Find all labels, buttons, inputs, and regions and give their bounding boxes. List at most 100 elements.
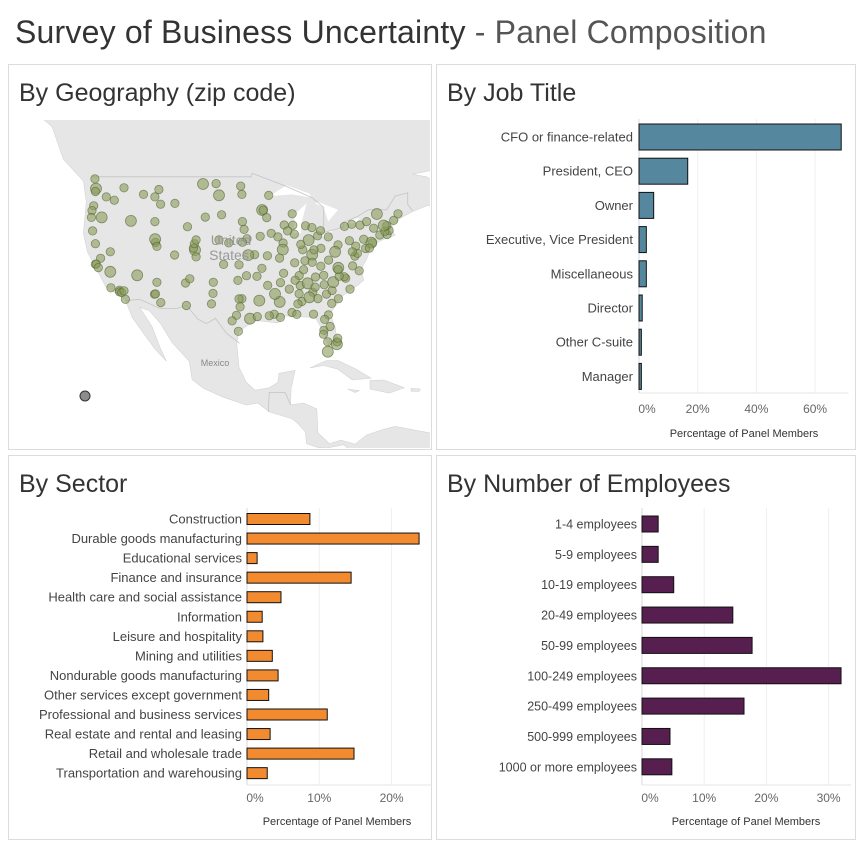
map-point[interactable] <box>233 275 243 285</box>
map-point[interactable] <box>237 237 247 247</box>
map-point[interactable] <box>235 302 245 312</box>
map-point[interactable] <box>292 309 302 319</box>
bar[interactable] <box>246 767 268 780</box>
map-point[interactable] <box>224 238 234 248</box>
bar[interactable] <box>246 669 279 682</box>
map-point[interactable] <box>152 241 162 251</box>
map-point[interactable] <box>269 287 281 300</box>
map-point[interactable] <box>316 261 326 271</box>
map-point[interactable] <box>152 277 162 287</box>
map-point[interactable] <box>252 271 262 281</box>
map-point[interactable] <box>287 209 297 219</box>
bar[interactable] <box>638 362 642 390</box>
bar[interactable] <box>246 649 273 662</box>
map-point[interactable] <box>138 189 149 199</box>
map-point[interactable] <box>333 333 343 343</box>
map-point[interactable] <box>310 272 321 282</box>
bar[interactable] <box>246 591 282 604</box>
map-point[interactable] <box>170 250 180 260</box>
bar[interactable] <box>641 636 753 654</box>
map-point[interactable] <box>354 266 364 276</box>
bar[interactable] <box>641 576 675 594</box>
bar[interactable] <box>246 571 352 584</box>
map-unlocated-point[interactable] <box>79 390 91 402</box>
bar[interactable] <box>246 630 264 643</box>
map-point[interactable] <box>389 215 399 225</box>
map-point[interactable] <box>227 316 237 326</box>
map-point[interactable] <box>320 314 330 324</box>
map-point[interactable] <box>156 297 166 308</box>
bar[interactable] <box>641 667 842 685</box>
map-point[interactable] <box>262 213 272 223</box>
map-point[interactable] <box>310 282 320 292</box>
geography-map[interactable]: United States Mexico <box>9 65 433 451</box>
map-point[interactable] <box>313 293 323 304</box>
map-point[interactable] <box>339 221 349 231</box>
map-point[interactable] <box>282 226 293 236</box>
map-point[interactable] <box>318 329 329 339</box>
map-point[interactable] <box>257 263 267 273</box>
map-point[interactable] <box>234 294 244 304</box>
map-point[interactable] <box>191 252 201 262</box>
map-point[interactable] <box>233 326 243 336</box>
map-point[interactable] <box>154 184 164 195</box>
bar[interactable] <box>638 157 689 185</box>
map-point[interactable] <box>242 249 255 262</box>
map-point[interactable] <box>315 226 326 236</box>
map-point[interactable] <box>323 255 334 265</box>
map-point[interactable] <box>333 265 343 275</box>
map-point[interactable] <box>101 192 111 202</box>
map-point[interactable] <box>182 222 193 232</box>
map-point[interactable] <box>170 198 180 208</box>
map-point[interactable] <box>298 265 309 275</box>
map-point[interactable] <box>105 247 115 257</box>
map-point[interactable] <box>377 219 390 232</box>
map-point[interactable] <box>219 259 229 269</box>
bar[interactable] <box>638 123 842 151</box>
bar[interactable] <box>246 688 270 701</box>
map-point[interactable] <box>264 190 274 200</box>
map-point[interactable] <box>109 195 119 205</box>
map-point[interactable] <box>185 274 195 284</box>
map-point[interactable] <box>294 289 304 299</box>
bar[interactable] <box>246 532 420 545</box>
map-point[interactable] <box>156 199 166 209</box>
map-point[interactable] <box>308 309 319 319</box>
map-point[interactable] <box>361 217 372 227</box>
map-point[interactable] <box>150 217 160 227</box>
map-point[interactable] <box>131 269 144 282</box>
map-point[interactable] <box>86 212 97 222</box>
map-point[interactable] <box>211 179 221 189</box>
map-point[interactable] <box>323 337 333 347</box>
map-point[interactable] <box>264 311 274 321</box>
bar[interactable] <box>246 513 311 525</box>
map-point[interactable] <box>319 280 329 290</box>
map-point[interactable] <box>302 234 315 247</box>
map-point[interactable] <box>369 223 379 233</box>
map-point[interactable] <box>329 245 342 258</box>
bar[interactable] <box>246 728 271 741</box>
map-point[interactable] <box>120 294 131 304</box>
map-point[interactable] <box>253 294 266 307</box>
map-point[interactable] <box>234 260 244 270</box>
map-point[interactable] <box>323 232 333 242</box>
map-point[interactable] <box>307 257 317 267</box>
map-point[interactable] <box>236 181 246 191</box>
map-point[interactable] <box>239 224 249 234</box>
bar[interactable] <box>638 191 655 219</box>
map-point[interactable] <box>88 226 98 236</box>
map-point[interactable] <box>208 277 218 287</box>
map-point[interactable] <box>200 212 210 222</box>
map-point[interactable] <box>191 235 201 245</box>
bar[interactable] <box>641 727 671 745</box>
map-point[interactable] <box>93 262 103 273</box>
map-point[interactable] <box>293 299 303 309</box>
map-point[interactable] <box>290 275 300 285</box>
bar[interactable] <box>641 545 659 563</box>
map-point[interactable] <box>237 189 247 199</box>
bar[interactable] <box>638 328 642 356</box>
map-point[interactable] <box>275 277 286 288</box>
bar[interactable] <box>246 610 263 623</box>
map-point[interactable] <box>124 214 137 227</box>
map-point[interactable] <box>364 243 374 253</box>
